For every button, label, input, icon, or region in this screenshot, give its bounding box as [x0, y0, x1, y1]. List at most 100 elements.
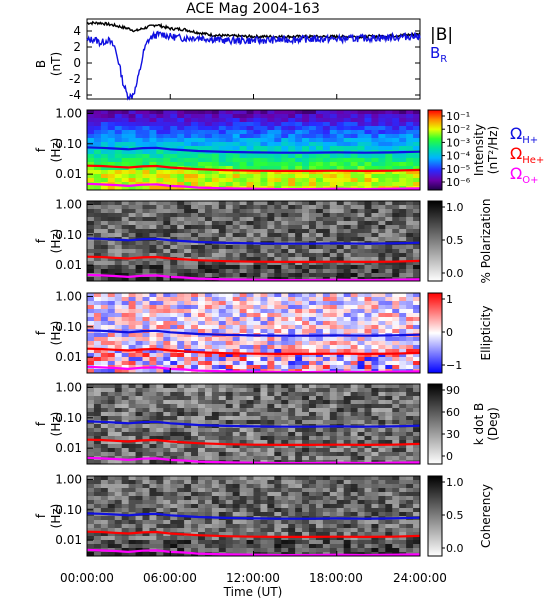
spectrogram-cell [309, 357, 317, 362]
spectrogram-cell [107, 476, 116, 481]
spectrogram-cell [399, 396, 407, 401]
spectrogram-cell [288, 158, 296, 163]
spectrogram-cell [218, 392, 227, 397]
spectrogram-cell [177, 456, 185, 461]
spectrogram-cell [184, 217, 192, 222]
ellipticity-spectrogram [87, 293, 421, 374]
spectrogram-cell [406, 396, 414, 401]
spectrogram-cell [135, 516, 143, 521]
spectrogram-cell [399, 209, 407, 214]
spectrogram-cell [350, 182, 358, 187]
spectrogram-cell [371, 245, 379, 250]
spectrogram-cell [260, 484, 268, 489]
spectrogram-cell [281, 532, 289, 537]
spectrogram-cell [184, 297, 192, 302]
spectrogram-cell [232, 524, 241, 529]
spectrogram-cell [295, 297, 303, 302]
spectrogram-cell [350, 500, 358, 505]
colorbar-label: Ellipticity [479, 306, 493, 361]
spectrogram-cell [399, 365, 407, 370]
spectrogram-cell [218, 524, 227, 529]
spectrogram-cell [302, 337, 310, 342]
spectrogram-cell [232, 384, 241, 389]
spectrogram-cell [364, 353, 372, 358]
spectrogram-cell [211, 412, 220, 417]
spectrogram-cell [211, 301, 220, 306]
spectrogram-cell [211, 400, 220, 405]
spectrogram-cell [170, 408, 178, 413]
spectrogram-cell [142, 301, 150, 306]
spectrogram-cell [163, 221, 171, 226]
spectrogram-cell [128, 416, 136, 421]
spectrogram-cell [100, 504, 109, 509]
spectrogram-cell [336, 528, 345, 533]
spectrogram-cell [149, 428, 157, 433]
spectrogram-cell [225, 134, 234, 139]
spectrogram-cell [288, 408, 296, 413]
spectrogram-cell [309, 229, 317, 234]
spectrogram-cell [184, 357, 192, 362]
spectrogram-cell [163, 277, 171, 282]
spectrogram-cell [260, 114, 268, 119]
spectrogram-cell [239, 500, 247, 505]
spectrogram-cell [246, 353, 254, 358]
spectrogram-cell [135, 321, 143, 326]
spectrogram-cell [184, 126, 192, 131]
spectrogram-cell [343, 122, 352, 127]
spectrogram-cell [392, 130, 400, 135]
spectrogram-cell [406, 170, 414, 175]
spectrogram-cell [302, 448, 310, 453]
spectrogram-cell [232, 170, 241, 175]
spectrogram-cell [246, 237, 254, 242]
spectrogram-cell [329, 540, 338, 545]
spectrogram-cell [135, 460, 143, 465]
spectrogram-cell [232, 253, 241, 258]
spectrogram-cell [399, 233, 407, 238]
spectrogram-cell [302, 209, 310, 214]
spectrogram-cell [267, 388, 275, 393]
spectrogram-cell [100, 341, 109, 346]
spectrogram-cell [114, 253, 123, 258]
spectrogram-cell [156, 209, 164, 214]
spectrogram-cell [218, 476, 227, 481]
spectrogram-cell [350, 512, 358, 517]
spectrogram-cell [93, 186, 102, 191]
spectrogram-cell [87, 229, 95, 234]
spectrogram-cell [156, 142, 164, 147]
spectrogram-cell [211, 365, 220, 370]
spectrogram-cell [163, 536, 171, 541]
spectrogram-cell [378, 476, 386, 481]
spectrogram-cell [399, 126, 407, 131]
spectrogram-cell [336, 273, 345, 278]
spectrogram-cell [288, 229, 296, 234]
spectrogram-cell [336, 432, 345, 437]
spectrogram-cell [364, 488, 372, 493]
spectrogram-cell [385, 428, 393, 433]
spectrogram-cell [364, 432, 372, 437]
spectrogram-cell [184, 448, 192, 453]
spectrogram-cell [267, 265, 275, 270]
spectrogram-cell [322, 428, 331, 433]
spectrogram-cell [399, 110, 407, 115]
spectrogram-cell [114, 265, 123, 270]
spectrogram-cell [135, 213, 143, 218]
spectrogram-cell [295, 233, 303, 238]
spectrogram-cell [198, 432, 206, 437]
spectrogram-cell [302, 416, 310, 421]
spectrogram-cell [114, 201, 123, 206]
spectrogram-cell [93, 158, 102, 163]
spectrogram-cell [107, 221, 116, 226]
spectrogram-cell [406, 536, 414, 541]
spectrogram-cell [260, 392, 268, 397]
spectrogram-cell [218, 488, 227, 493]
spectrogram-cell [232, 221, 241, 226]
spectrogram-cell [204, 134, 213, 139]
spectrogram-cell [315, 448, 324, 453]
spectrogram-cell [225, 237, 234, 242]
spectrogram-cell [309, 154, 317, 159]
spectrogram-cell [191, 357, 199, 362]
spectrogram-cell [100, 174, 109, 179]
spectrogram-cell [343, 436, 352, 441]
spectrogram-cell [163, 544, 171, 549]
spectrogram-cell [322, 404, 331, 409]
